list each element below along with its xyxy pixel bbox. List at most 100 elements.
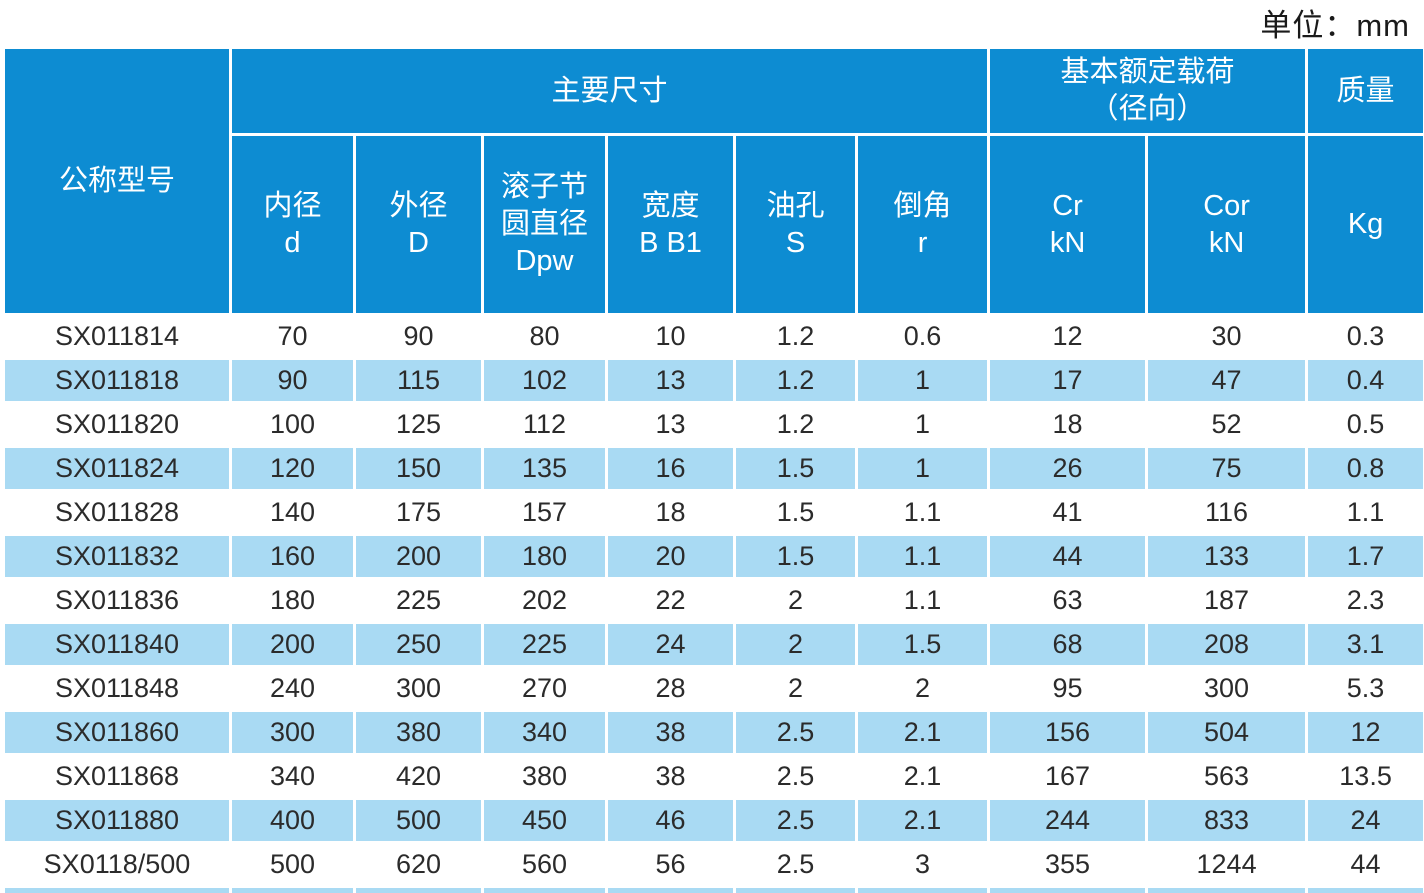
data-cell: 270: [481, 665, 608, 712]
bearing-spec-table: 公称型号 主要尺寸 基本额定载荷 （径向） 质量 内径 d 外径 D 滚子节 圆直径 Dpw…: [2, 46, 1424, 893]
subheader-col-0: 内径 d: [229, 133, 356, 316]
subheader-line: 油孔: [766, 189, 825, 222]
data-cell: 1.2: [733, 357, 858, 404]
data-cell: 20: [605, 533, 736, 580]
subheader-line: d: [284, 226, 301, 259]
data-cell: 75: [1145, 445, 1309, 492]
table-row: SX011818 90 115 102 13 1.2 1 17 47 0.4: [2, 357, 1424, 404]
data-cell: 2: [733, 577, 858, 624]
data-cell: 160: [229, 533, 356, 580]
table-row: SX011832 160 200 180 20 1.5 1.1 44 133 1.7: [2, 533, 1424, 580]
subheader-col-8: Kg: [1305, 133, 1424, 316]
data-cell: 2: [733, 665, 858, 712]
data-cell: 3: [854, 841, 991, 888]
data-cell: [987, 885, 1149, 893]
data-cell: 22: [605, 577, 736, 624]
model-cell: SX011840: [2, 621, 232, 668]
data-cell: 46: [605, 797, 736, 844]
data-cell: 1: [854, 445, 991, 492]
subheader-col-2: 滚子节 圆直径 Dpw: [481, 133, 608, 316]
data-cell: 1.1: [854, 533, 991, 580]
data-cell: 244: [987, 797, 1149, 844]
table-row: [2, 885, 1424, 893]
data-cell: 24: [605, 621, 736, 668]
header-band-1: 公称型号 主要尺寸 基本额定载荷 （径向） 质量: [2, 46, 1424, 316]
data-cell: 100: [229, 401, 356, 448]
data-cell: 12: [987, 313, 1149, 360]
data-cell: 44: [1305, 841, 1424, 888]
subheader-col-5: 倒角 r: [854, 133, 991, 316]
data-cell: 833: [1145, 797, 1309, 844]
model-cell: SX011828: [2, 489, 232, 536]
data-cell: 56: [605, 841, 736, 888]
subheader-line: Kg: [1347, 208, 1384, 240]
table-body: SX011814 70 90 80 10 1.2 0.6 12 30 0.3 SX011818 90 1…: [2, 313, 1424, 893]
data-cell: 70: [229, 313, 356, 360]
data-cell: 400: [229, 797, 356, 844]
subheader-line: Dpw: [515, 245, 574, 277]
subheader-line: 滚子节: [500, 171, 588, 203]
subheader-line: S: [785, 226, 806, 259]
header-model-column: 公称型号: [2, 46, 232, 316]
data-cell: 167: [987, 753, 1149, 800]
data-cell: 380: [481, 753, 608, 800]
model-cell: SX0118/500: [2, 841, 232, 888]
data-cell: [353, 885, 484, 893]
header-rated-load-line1: 基本额定载荷: [1060, 56, 1235, 88]
subheader-line: D: [408, 226, 429, 259]
model-cell: SX011824: [2, 445, 232, 492]
data-cell: 225: [481, 621, 608, 668]
data-cell: 240: [229, 665, 356, 712]
data-cell: 90: [353, 313, 484, 360]
header-band-2: 内径 d 外径 D 滚子节 圆直径 Dpw 宽度 B B1 油孔 S 倒角 r Cr kN Cor kN Kg: [4, 133, 1424, 316]
header-rated-load-line2: （径向）: [1089, 93, 1206, 125]
data-cell: 202: [481, 577, 608, 624]
data-cell: 620: [353, 841, 484, 888]
data-cell: 80: [481, 313, 608, 360]
model-cell: SX011868: [2, 753, 232, 800]
data-cell: 10: [605, 313, 736, 360]
data-cell: 140: [229, 489, 356, 536]
table-row: SX011824 120 150 135 16 1.5 1 26 75 0.8: [2, 445, 1424, 492]
subheader-line: kN: [1208, 226, 1245, 259]
data-cell: 2.1: [854, 709, 991, 756]
data-cell: 52: [1145, 401, 1309, 448]
subheader-col-3: 宽度 B B1: [605, 133, 736, 316]
table-header: 公称型号 主要尺寸 基本额定载荷 （径向） 质量 内径 d 外径 D 滚子节 圆直径 Dpw…: [2, 46, 1424, 316]
data-cell: 200: [229, 621, 356, 668]
header-mass-group: 质量: [1305, 46, 1424, 136]
data-cell: 90: [229, 357, 356, 404]
data-cell: 135: [481, 445, 608, 492]
subheader-line: Cr: [1052, 189, 1083, 222]
data-cell: [854, 885, 991, 893]
subheader-line: r: [917, 226, 928, 259]
data-cell: 47: [1145, 357, 1309, 404]
header-rated-load-group: 基本额定载荷 （径向）: [987, 46, 1309, 136]
data-cell: 500: [353, 797, 484, 844]
data-cell: 150: [353, 445, 484, 492]
data-cell: 3.1: [1305, 621, 1424, 668]
data-cell: 175: [353, 489, 484, 536]
data-cell: 102: [481, 357, 608, 404]
table-row: SX011820 100 125 112 13 1.2 1 18 52 0.5: [2, 401, 1424, 448]
data-cell: 112: [481, 401, 608, 448]
data-cell: 30: [1145, 313, 1309, 360]
data-cell: 156: [987, 709, 1149, 756]
data-cell: 18: [605, 489, 736, 536]
subheader-line: kN: [1049, 226, 1086, 259]
data-cell: 1: [854, 401, 991, 448]
data-cell: 500: [229, 841, 356, 888]
subheader-line: 倒角: [893, 189, 952, 222]
data-cell: 28: [605, 665, 736, 712]
data-cell: 13: [605, 401, 736, 448]
data-cell: [1145, 885, 1309, 893]
table-row: SX011848 240 300 270 28 2 2 95 300 5.3: [2, 665, 1424, 712]
data-cell: 560: [481, 841, 608, 888]
data-cell: 120: [229, 445, 356, 492]
data-cell: 420: [353, 753, 484, 800]
model-cell: SX011836: [2, 577, 232, 624]
data-cell: 300: [353, 665, 484, 712]
data-cell: 18: [987, 401, 1149, 448]
data-cell: 13: [605, 357, 736, 404]
data-cell: 12: [1305, 709, 1424, 756]
